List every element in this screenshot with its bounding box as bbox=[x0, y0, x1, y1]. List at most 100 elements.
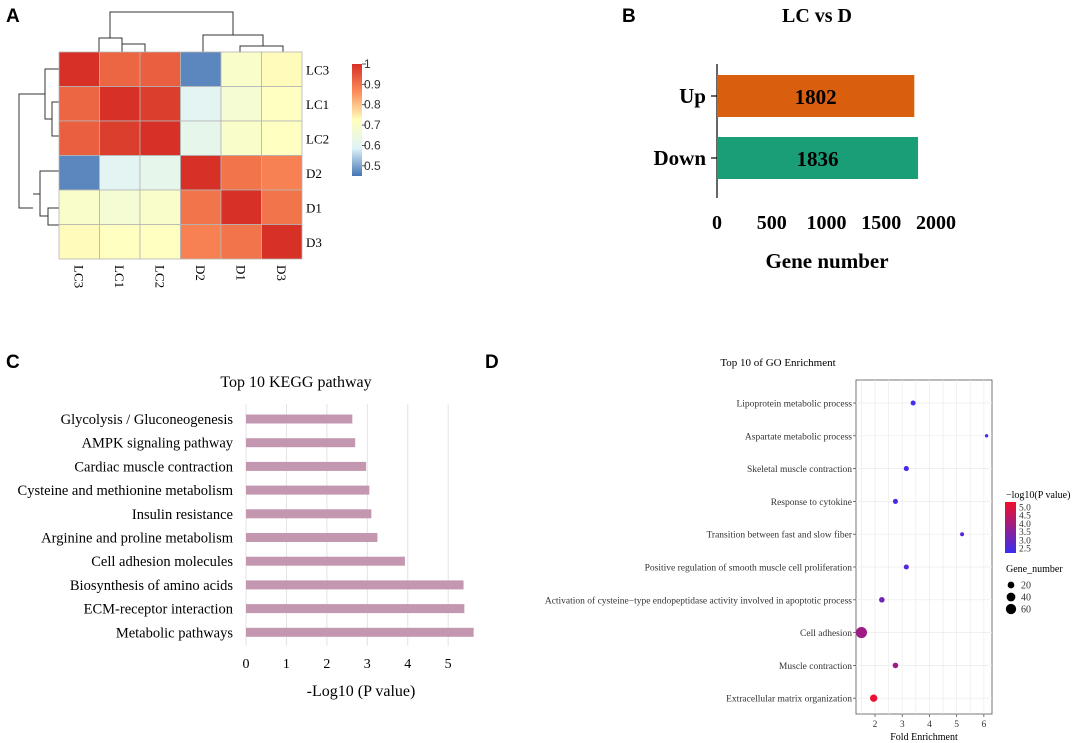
heatmap-column-label: LC3 bbox=[71, 265, 86, 288]
heatmap-cell bbox=[220, 86, 262, 122]
kegg-x-tick-label: 5 bbox=[445, 657, 452, 672]
heatmap-column-label: D2 bbox=[193, 265, 208, 281]
go-point bbox=[903, 466, 909, 472]
heatmap-cell bbox=[261, 86, 303, 122]
heatmap-cell bbox=[261, 224, 303, 260]
kegg-bar bbox=[246, 580, 464, 590]
go-term-label: Transition between fast and slow fiber bbox=[706, 530, 852, 541]
kegg-x-tick-label: 0 bbox=[243, 657, 250, 672]
kegg-bar bbox=[246, 556, 405, 566]
go-chart-title: Top 10 of GO Enrichment bbox=[720, 357, 835, 369]
go-point bbox=[903, 564, 909, 570]
deg-x-tick-label: 2000 bbox=[916, 212, 956, 234]
go-color-legend-title: −log10(P value) bbox=[1006, 490, 1070, 501]
go-term-labels: Lipoprotein metabolic process Aspartate m… bbox=[545, 400, 856, 705]
go-color-legend-ticks: 5.04.54.03.53.02.5 bbox=[1019, 503, 1031, 554]
heatmap-cell bbox=[58, 86, 100, 122]
heatmap-cell bbox=[99, 51, 141, 87]
kegg-x-tick-label: 3 bbox=[364, 657, 371, 672]
deg-bar-value-label: 1802 bbox=[795, 85, 837, 109]
panel-label-a: A bbox=[6, 6, 20, 27]
kegg-category-label: Cell adhesion molecules bbox=[91, 554, 233, 570]
deg-bars: 1802 Up 1836 Down bbox=[653, 75, 919, 179]
go-term-label: Activation of cysteine−type endopeptidas… bbox=[545, 595, 852, 606]
go-term-label: Positive regulation of smooth muscle cel… bbox=[645, 563, 853, 574]
go-legend: −log10(P value) 5.04.54.03.53.02.5 Gene_… bbox=[1005, 490, 1070, 616]
heatmap-row-label: LC2 bbox=[306, 131, 329, 146]
go-color-legend-tick-label: 3.5 bbox=[1019, 528, 1031, 538]
deg-x-tick-label: 0 bbox=[712, 212, 722, 234]
go-point bbox=[984, 434, 989, 438]
go-point bbox=[892, 662, 899, 669]
heatmap-cell bbox=[261, 189, 303, 225]
heatmap-row-labels: LC3 LC1 LC2 D2 D1 D3 bbox=[306, 62, 329, 250]
heatmap-cell bbox=[261, 51, 303, 87]
heatmap-cell bbox=[139, 189, 181, 225]
kegg-bar bbox=[246, 438, 356, 448]
heatmap-cell bbox=[220, 120, 262, 156]
deg-x-tick-label: 1000 bbox=[807, 212, 847, 234]
go-point bbox=[960, 532, 965, 537]
heatmap-column-labels: LC3 LC1 LC2 D2 D1 D3 bbox=[71, 265, 289, 288]
heatmap-row-label: D1 bbox=[306, 200, 322, 215]
kegg-bar bbox=[246, 485, 370, 495]
heatmap-colorbar: 1 0.9 0.8 0.7 0.6 0.5 bbox=[352, 57, 381, 176]
go-color-legend-tick-label: 4.5 bbox=[1019, 512, 1031, 522]
heatmap-cell bbox=[58, 189, 100, 225]
heatmap-cell bbox=[58, 155, 100, 191]
colorbar-tick-label: 0.6 bbox=[364, 138, 381, 152]
go-point bbox=[870, 694, 878, 702]
heatmap-cell bbox=[58, 224, 100, 260]
go-gridlines bbox=[856, 380, 992, 714]
panel-label-d: D bbox=[485, 352, 499, 373]
go-term-label: Aspartate metabolic process bbox=[745, 432, 852, 442]
go-color-legend-tick-label: 5.0 bbox=[1019, 503, 1031, 513]
heatmap-cell bbox=[180, 189, 222, 225]
deg-category-label: Down bbox=[653, 146, 706, 170]
deg-bar bbox=[717, 75, 915, 117]
heatmap-column-label: LC2 bbox=[152, 265, 167, 288]
kegg-x-tick-label: 1 bbox=[283, 657, 290, 672]
go-plot-area bbox=[855, 379, 993, 715]
heatmap-cell bbox=[180, 120, 222, 156]
go-x-tick-label: 6 bbox=[981, 720, 986, 730]
kegg-x-ticks: 0 1 2 3 4 5 bbox=[243, 657, 452, 672]
go-x-ticks: 2 3 4 5 6 bbox=[873, 714, 986, 730]
go-x-tick-label: 3 bbox=[900, 720, 905, 730]
go-color-legend-tick-label: 4.0 bbox=[1019, 520, 1031, 530]
kegg-category-label: Metabolic pathways bbox=[116, 625, 234, 641]
go-color-legend-bar bbox=[1005, 502, 1016, 553]
go-point bbox=[855, 627, 868, 639]
kegg-bar bbox=[246, 604, 465, 614]
go-size-legend-title: Gene_number bbox=[1006, 564, 1063, 575]
panel-label-b: B bbox=[622, 6, 636, 27]
column-dendrogram bbox=[98, 11, 284, 52]
heatmap-cell bbox=[99, 86, 141, 122]
heatmap-cell bbox=[261, 155, 303, 191]
go-point bbox=[892, 498, 898, 504]
colorbar-tick-label: 0.8 bbox=[364, 98, 381, 112]
go-term-label: Muscle contraction bbox=[779, 662, 852, 672]
go-x-tick-label: 5 bbox=[954, 720, 959, 730]
go-size-legend-dot bbox=[1005, 603, 1017, 615]
kegg-category-label: Arginine and proline metabolism bbox=[41, 531, 234, 547]
heatmap-cell bbox=[139, 155, 181, 191]
kegg-bar bbox=[246, 533, 378, 542]
deg-x-tick-label: 500 bbox=[757, 212, 787, 234]
heatmap-cell bbox=[139, 224, 181, 260]
kegg-x-tick-label: 2 bbox=[323, 657, 330, 672]
go-term-label: Response to cytokine bbox=[771, 498, 852, 508]
go-x-axis-label: Fold Enrichment bbox=[890, 732, 958, 743]
heatmap-row-label: LC1 bbox=[306, 97, 329, 112]
kegg-bar bbox=[246, 461, 367, 471]
heatmap-row-label: D3 bbox=[306, 235, 322, 250]
go-size-legend-dot bbox=[1006, 592, 1016, 602]
kegg-bar bbox=[246, 414, 353, 424]
heatmap-cell bbox=[139, 86, 181, 122]
go-points bbox=[855, 400, 989, 702]
kegg-chart-title: Top 10 KEGG pathway bbox=[220, 374, 371, 391]
go-dot-chart: Top 10 of GO Enrichment Lipoprotein meta… bbox=[545, 357, 1071, 743]
heatmap-column-label: LC1 bbox=[112, 265, 127, 288]
heatmap-cell bbox=[58, 51, 100, 87]
